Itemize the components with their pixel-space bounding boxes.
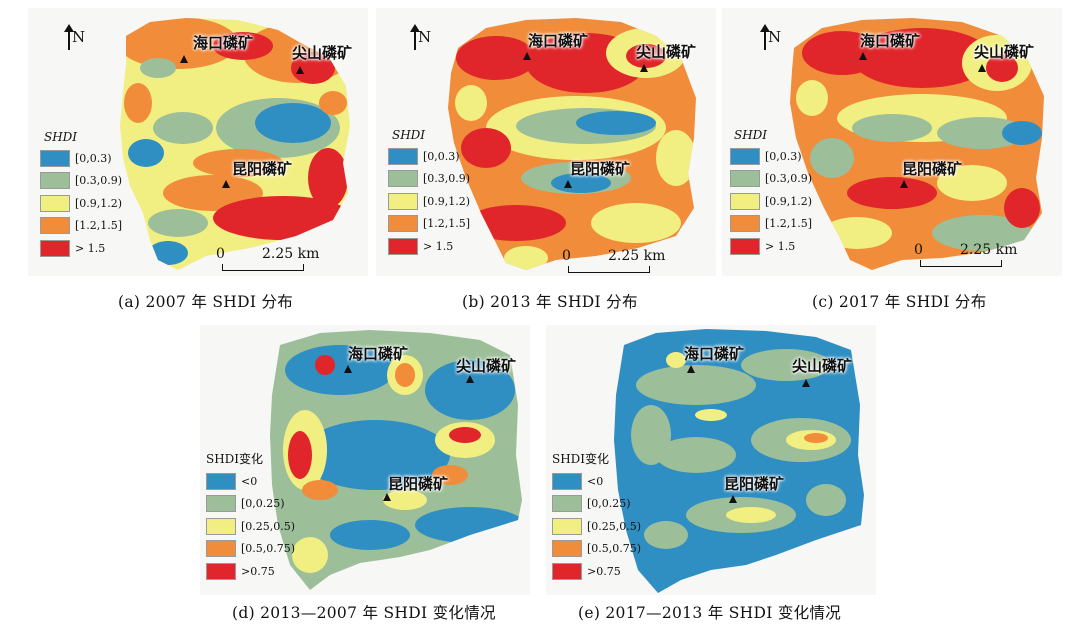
legend-title: SHDI变化 <box>206 452 264 466</box>
site-marker <box>523 52 531 60</box>
map-panel-2013: N 海口磷矿 尖山磷矿 昆阳磷矿 SHDI [0,0.3) [0.3,0.9) … <box>376 8 716 276</box>
site-label-haikou: 海口磷矿 <box>528 32 589 50</box>
map-panel-change-2013-2007: 海口磷矿 尖山磷矿 昆阳磷矿 SHDI变化 <0 [0,0.25) [0.25,… <box>200 325 530 595</box>
legend-label: >0.75 <box>241 564 275 578</box>
site-label-jianshan: 尖山磷矿 <box>792 357 853 375</box>
site-label-jianshan: 尖山磷矿 <box>636 43 697 61</box>
site-label-kunyang: 昆阳磷矿 <box>232 160 293 178</box>
site-marker <box>383 493 391 501</box>
north-arrow: N <box>410 24 431 50</box>
map-panel-2007: N 海口磷矿 尖山磷矿 昆阳磷矿 SHDI [0,0.3) [0.3,0.9) … <box>28 8 368 276</box>
site-label-jianshan: 尖山磷矿 <box>974 43 1035 61</box>
legend-label: [0,0.25) <box>587 497 631 511</box>
map-panel-change-2017-2013: 海口磷矿 尖山磷矿 昆阳磷矿 SHDI变化 <0 [0,0.25) [0.25,… <box>546 325 876 595</box>
legend-label: [0.3,0.9) <box>75 174 123 188</box>
legend-shdi: SHDI [0,0.3) [0.3,0.9) [0.9,1.2) [1.2,1.… <box>40 130 122 260</box>
legend-shdi-change: SHDI变化 <0 [0,0.25) [0.25,0.5) [0.5,0.75)… <box>552 450 641 583</box>
site-marker <box>296 66 304 74</box>
shdi-change-map-2013-2007 <box>270 330 522 590</box>
legend-label: [0.9,1.2) <box>423 194 471 208</box>
legend-label: [0,0.3) <box>423 149 460 163</box>
legend-label: [0,0.25) <box>241 497 285 511</box>
shdi-map-2007 <box>120 18 350 270</box>
legend-label: > 1.5 <box>423 239 454 253</box>
site-label-jianshan: 尖山磷矿 <box>456 357 517 375</box>
legend-label: <0 <box>241 474 258 488</box>
site-label-haikou: 海口磷矿 <box>193 34 254 52</box>
north-arrow: N <box>64 24 85 50</box>
legend-label: >0.75 <box>587 564 621 578</box>
site-marker <box>222 180 230 188</box>
site-marker <box>900 180 908 188</box>
legend-shdi: SHDI [0,0.3) [0.3,0.9) [0.9,1.2) [1.2,1.… <box>730 128 812 258</box>
site-label-kunyang: 昆阳磷矿 <box>724 475 785 493</box>
north-arrow: N <box>760 24 781 50</box>
legend-label: > 1.5 <box>765 239 796 253</box>
map-panel-2017: N 海口磷矿 尖山磷矿 昆阳磷矿 SHDI [0,0.3) [0.3,0.9) … <box>722 8 1062 276</box>
site-label-kunyang: 昆阳磷矿 <box>570 160 631 178</box>
site-marker <box>978 64 986 72</box>
legend-label: [0.9,1.2) <box>75 196 123 210</box>
legend-label: [0.3,0.9) <box>423 172 471 186</box>
site-marker <box>564 180 572 188</box>
legend-label: [0.9,1.2) <box>765 194 813 208</box>
legend-title: SHDI <box>734 128 768 142</box>
site-marker <box>344 365 352 373</box>
caption-b: (b) 2013 年 SHDI 分布 <box>462 293 638 311</box>
shdi-map-2017 <box>790 18 1044 270</box>
site-label-haikou: 海口磷矿 <box>348 345 409 363</box>
site-label-haikou: 海口磷矿 <box>684 345 745 363</box>
site-label-jianshan: 尖山磷矿 <box>292 44 353 62</box>
legend-label: [1.2,1.5] <box>423 217 471 231</box>
site-marker <box>729 495 737 503</box>
legend-label: [0,0.3) <box>765 149 802 163</box>
legend-shdi: SHDI [0,0.3) [0.3,0.9) [0.9,1.2) [1.2,1.… <box>388 128 470 258</box>
legend-label: [0.25,0.5) <box>241 519 296 533</box>
legend-label: [0.25,0.5) <box>587 519 642 533</box>
legend-label: [0,0.3) <box>75 151 112 165</box>
legend-title: SHDI <box>44 130 78 144</box>
site-marker <box>802 379 810 387</box>
legend-label: [0.3,0.9) <box>765 172 813 186</box>
legend-label: [0.5,0.75) <box>241 542 296 556</box>
site-marker <box>640 64 648 72</box>
legend-label: > 1.5 <box>75 241 106 255</box>
site-label-kunyang: 昆阳磷矿 <box>902 160 963 178</box>
caption-e: (e) 2017—2013 年 SHDI 变化情况 <box>578 604 842 622</box>
shdi-map-2013 <box>448 18 696 270</box>
legend-label: [0.5,0.75) <box>587 542 642 556</box>
caption-d: (d) 2013—2007 年 SHDI 变化情况 <box>232 604 496 622</box>
legend-label: <0 <box>587 474 604 488</box>
site-marker <box>859 52 867 60</box>
site-marker <box>466 375 474 383</box>
site-marker <box>180 55 188 63</box>
legend-label: [1.2,1.5] <box>765 217 813 231</box>
site-marker <box>687 365 695 373</box>
legend-title: SHDI <box>392 128 426 142</box>
legend-shdi-change: SHDI变化 <0 [0,0.25) [0.25,0.5) [0.5,0.75)… <box>206 450 295 583</box>
shdi-change-map-2017-2013 <box>614 329 864 593</box>
legend-title: SHDI变化 <box>552 452 610 466</box>
caption-c: (c) 2017 年 SHDI 分布 <box>812 293 987 311</box>
legend-label: [1.2,1.5] <box>75 219 123 233</box>
caption-a: (a) 2007 年 SHDI 分布 <box>118 293 294 311</box>
site-label-kunyang: 昆阳磷矿 <box>388 475 449 493</box>
site-label-haikou: 海口磷矿 <box>860 32 921 50</box>
